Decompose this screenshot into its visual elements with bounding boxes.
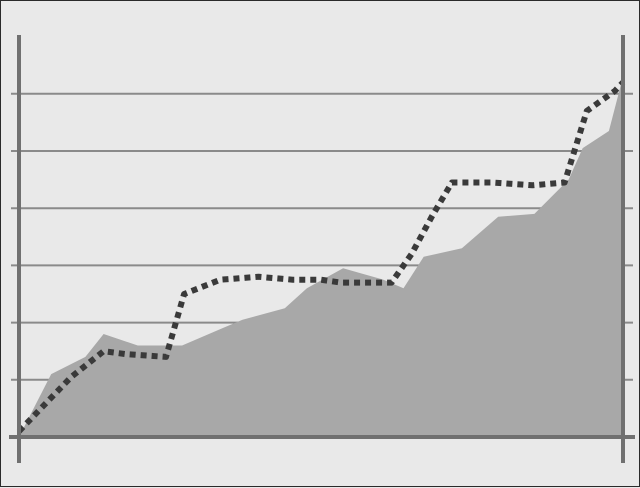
dotted-line-series — [16, 80, 626, 434]
series-layer — [16, 76, 626, 437]
axes — [9, 35, 635, 463]
area-series — [19, 76, 623, 437]
